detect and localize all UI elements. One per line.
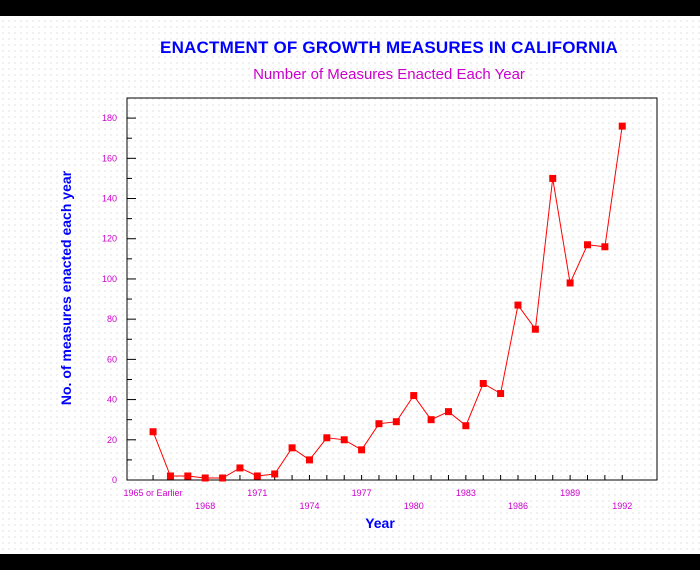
y-axis: 0 20 40 60 80 100 120 140 160 180 (102, 97, 136, 485)
data-point-1985 (497, 390, 505, 398)
y-tick-label: 100 (102, 274, 117, 284)
data-point-1969 (219, 474, 227, 482)
data-point-1965-or-earlier (149, 428, 157, 436)
series-measures (149, 122, 626, 482)
data-point-1973 (288, 444, 296, 452)
data-point-1988 (549, 174, 557, 182)
y-tick-label: 0 (112, 475, 117, 485)
data-point-1968 (201, 474, 209, 482)
data-point-1978 (375, 420, 383, 428)
y-tick-label: 60 (107, 354, 117, 364)
data-point-1971 (253, 472, 261, 480)
data-point-1981 (427, 416, 435, 424)
y-tick-label: 20 (107, 435, 117, 445)
y-tick-label: 80 (107, 314, 117, 324)
y-tick-label: 180 (102, 113, 117, 123)
data-point-1977 (358, 446, 366, 454)
data-point-1991 (601, 243, 609, 251)
data-point-1992 (618, 122, 626, 130)
data-point-1990 (583, 241, 591, 249)
data-point-1980 (410, 392, 418, 400)
x-tick-label: 1992 (612, 501, 632, 511)
y-tick-label: 160 (102, 153, 117, 163)
data-point-1982 (444, 408, 452, 416)
data-point-1984 (479, 379, 487, 387)
chart-subtitle: Number of Measures Enacted Each Year (253, 66, 525, 83)
plot-frame (126, 97, 658, 481)
x-tick-label: 1989 (560, 488, 580, 498)
x-tick-label: 1986 (508, 501, 528, 511)
data-point-1987 (531, 325, 539, 333)
data-point-1975 (323, 434, 331, 442)
data-point-1979 (392, 418, 400, 426)
x-tick-label: 1983 (456, 488, 476, 498)
data-point-1970 (236, 464, 244, 472)
data-point-1974 (305, 456, 313, 464)
data-point-1966 (166, 472, 174, 480)
series-line (152, 126, 623, 479)
x-tick-label: 1971 (247, 488, 267, 498)
y-tick-label: 120 (102, 234, 117, 244)
data-point-1986 (514, 301, 522, 309)
top-border-bar (0, 0, 700, 16)
chart-title: ENACTMENT OF GROWTH MEASURES IN CALIFORN… (160, 38, 618, 57)
data-point-1989 (566, 279, 574, 287)
x-tick-label: 1977 (352, 488, 372, 498)
data-point-1967 (184, 472, 192, 480)
x-axis-label: Year (365, 515, 395, 531)
data-point-1976 (340, 436, 348, 444)
data-point-1972 (271, 470, 279, 478)
x-tick-label: 1965 or Earlier (124, 488, 183, 498)
y-tick-label: 140 (102, 194, 117, 204)
y-tick-label: 40 (107, 395, 117, 405)
x-axis: 1965 or Earlier 1968 1971 1974 1977 1980 1983 1… (124, 475, 632, 511)
x-tick-label: 1968 (195, 501, 215, 511)
bottom-border-bar (0, 554, 700, 570)
data-point-1983 (462, 422, 470, 430)
x-tick-label: 1980 (404, 501, 424, 511)
x-tick-label: 1974 (299, 501, 319, 511)
